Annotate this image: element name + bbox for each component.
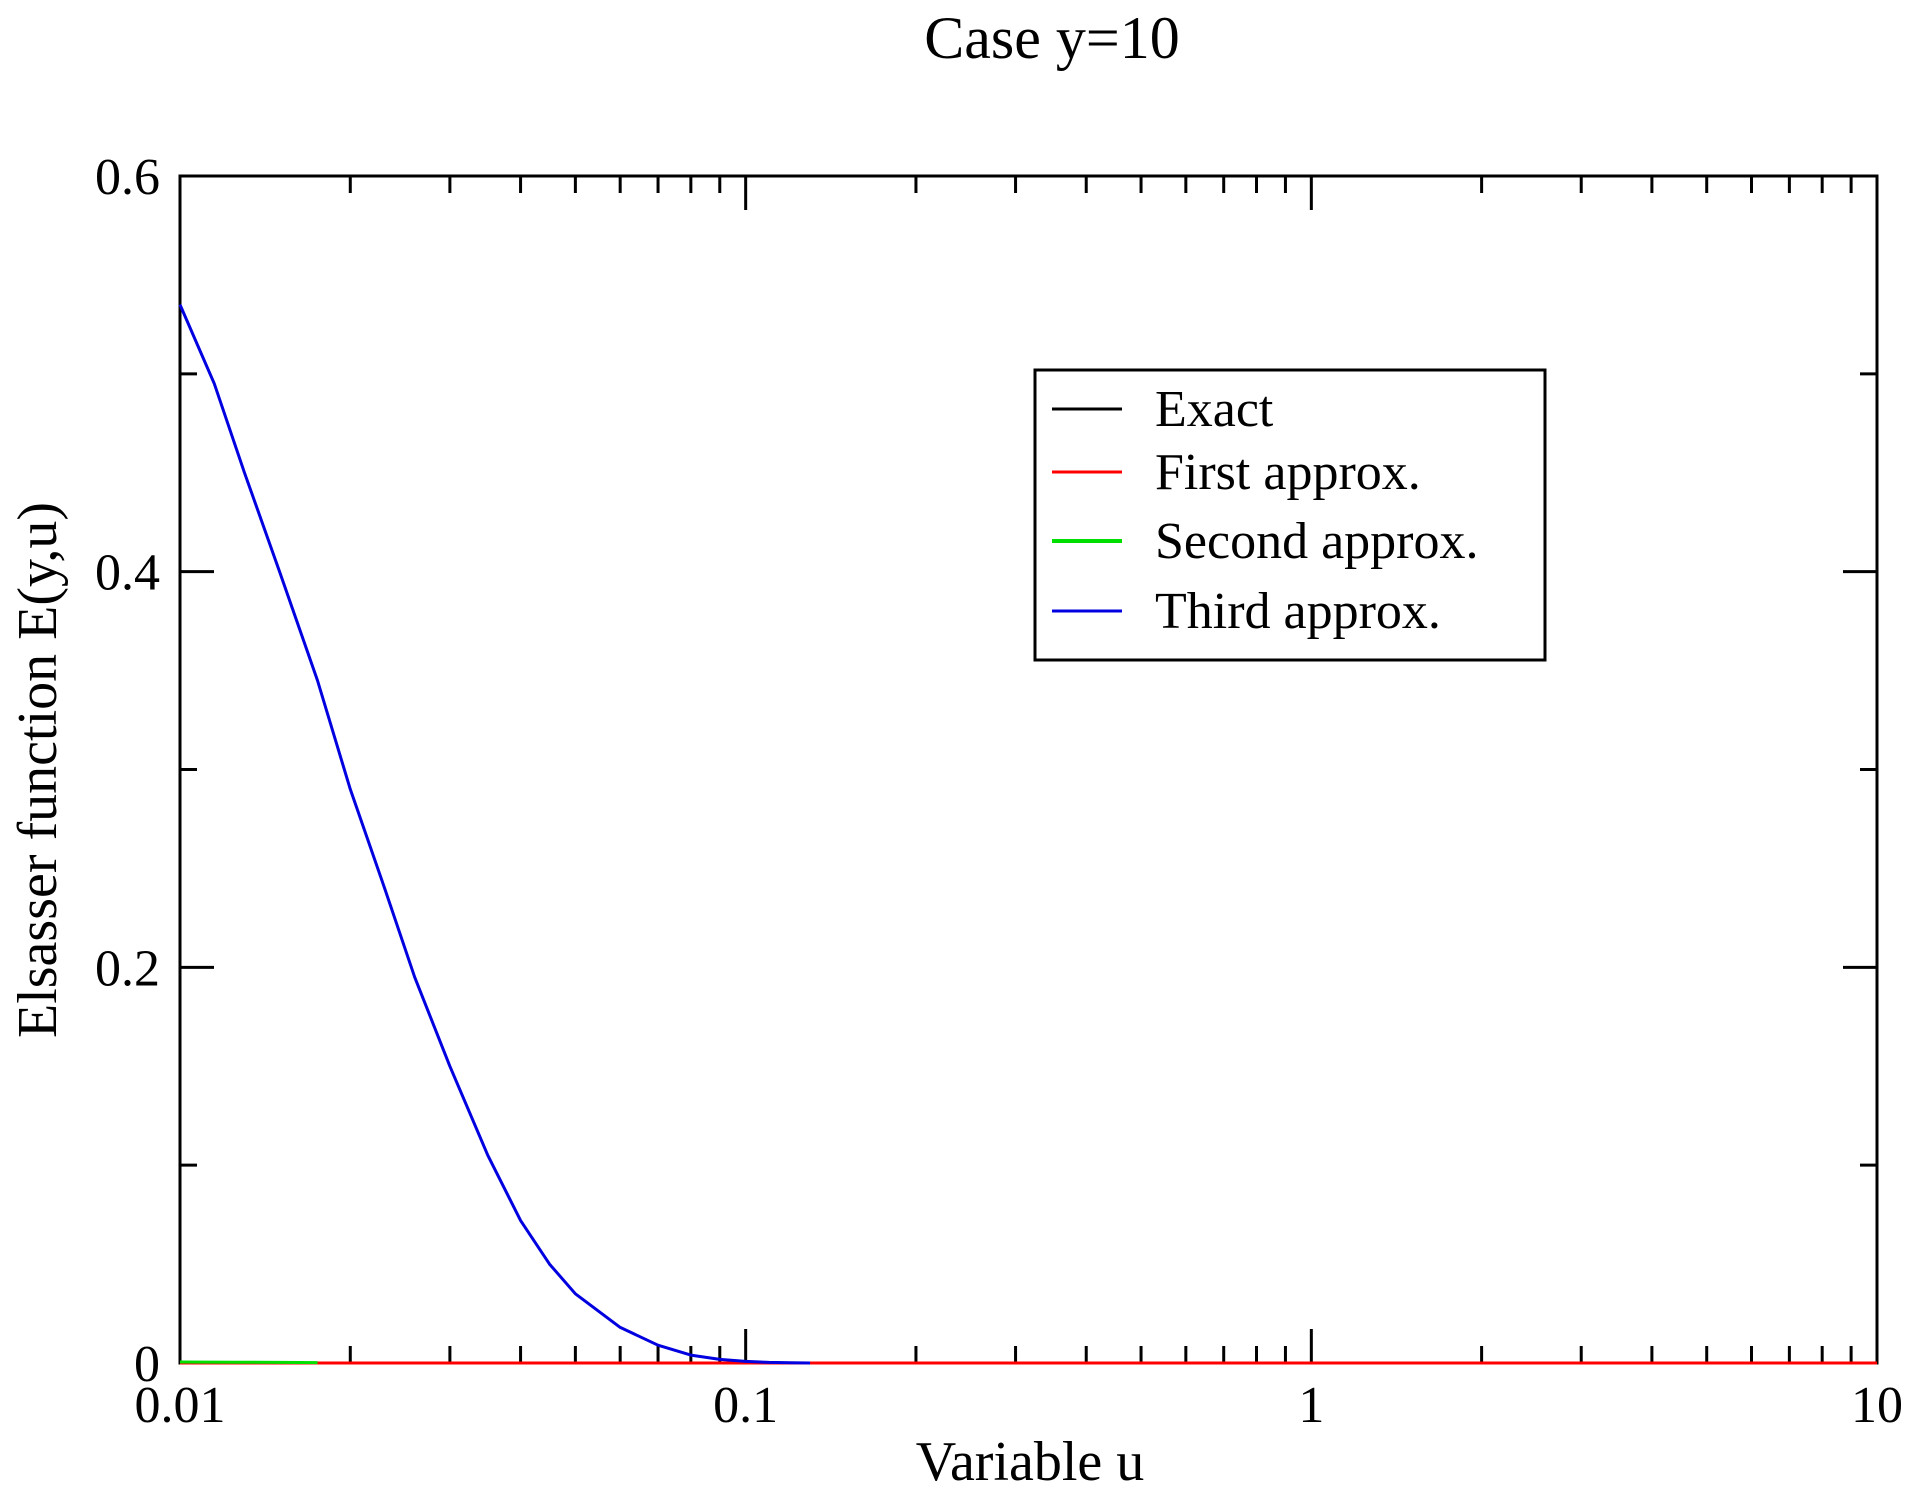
y-axis-title: Elsasser function E(y,u) [7, 502, 69, 1038]
y-tick-label: 0 [134, 1336, 160, 1393]
x-tick-label: 0.01 [135, 1377, 226, 1434]
legend-label: First approx. [1155, 444, 1421, 501]
plot-frame [178, 174, 1879, 1365]
legend-label: Second approx. [1155, 513, 1478, 570]
legend-label: Third approx. [1155, 583, 1441, 640]
x-axis-title: Variable u [916, 1431, 1145, 1493]
y-tick-label: 0.6 [95, 149, 160, 206]
x-tick-labels: 0.01 0.1 1 10 [135, 1377, 1904, 1434]
legend: Exact First approx. Second approx. Third ap… [1033, 368, 1547, 662]
plot-area [178, 174, 1879, 1365]
series-line-second-approx [179, 1360, 318, 1365]
y-tick-label: 0.4 [95, 545, 160, 602]
y-tick-label: 0.2 [95, 940, 160, 997]
x-tick-label: 10 [1851, 1377, 1903, 1434]
x-tick-label: 0.1 [713, 1377, 778, 1434]
series-layer [178, 304, 1877, 1365]
ticks-layer [178, 174, 1879, 1365]
x-tick-label: 1 [1298, 1377, 1324, 1434]
series-line-third-approx [178, 304, 811, 1365]
legend-label: Exact [1155, 381, 1274, 438]
y-tick-labels: 0 0.2 0.4 0.6 [95, 149, 160, 1393]
chart-title: Case y=10 [924, 5, 1179, 71]
